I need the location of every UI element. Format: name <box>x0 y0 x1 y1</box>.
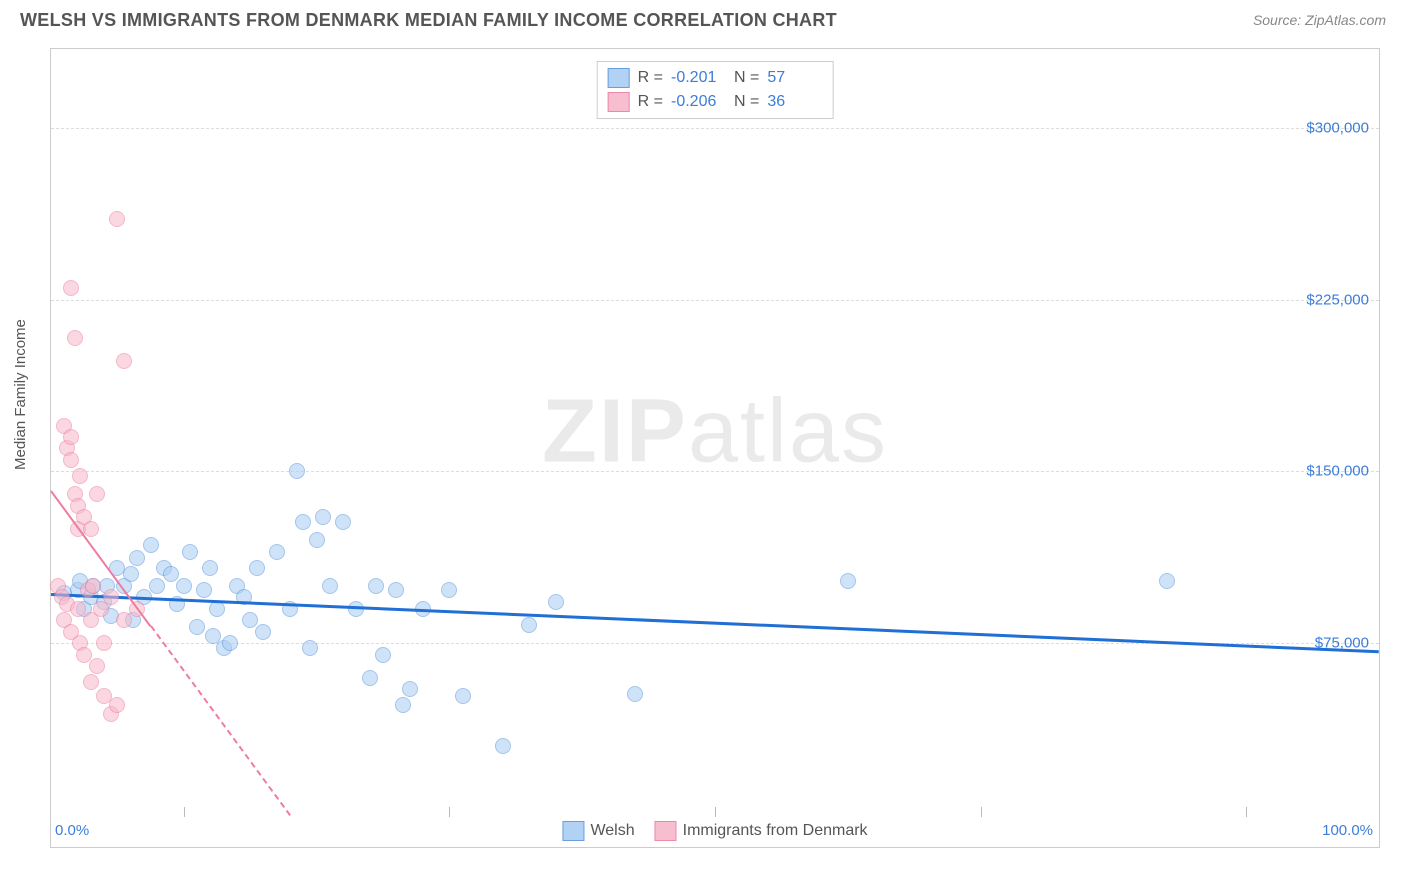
data-point <box>255 624 271 640</box>
data-point <box>302 640 318 656</box>
source-label: Source: <box>1253 12 1305 28</box>
series-legend: Welsh Immigrants from Denmark <box>562 821 867 841</box>
data-point <box>196 582 212 598</box>
gridline <box>51 471 1379 472</box>
gridline <box>51 300 1379 301</box>
y-tick-label: $225,000 <box>1306 291 1369 308</box>
data-point <box>548 594 564 610</box>
data-point <box>76 647 92 663</box>
data-point <box>269 544 285 560</box>
data-point <box>116 612 132 628</box>
data-point <box>295 514 311 530</box>
data-point <box>202 560 218 576</box>
data-point <box>402 681 418 697</box>
data-point <box>388 582 404 598</box>
data-point <box>189 619 205 635</box>
data-point <box>116 353 132 369</box>
x-tick <box>715 807 716 817</box>
data-point <box>495 738 511 754</box>
legend-n-label: N = <box>734 69 759 87</box>
legend-n-value: 36 <box>767 93 822 111</box>
y-tick-label: $300,000 <box>1306 119 1369 136</box>
data-point <box>176 578 192 594</box>
data-point <box>249 560 265 576</box>
source-attribution: Source: ZipAtlas.com <box>1253 12 1386 30</box>
data-point <box>85 578 101 594</box>
x-axis-min-label: 0.0% <box>55 822 89 839</box>
data-point <box>63 280 79 296</box>
data-point <box>109 211 125 227</box>
legend-n-label: N = <box>734 93 759 111</box>
legend-r-label: R = <box>638 69 663 87</box>
data-point <box>315 509 331 525</box>
legend-r-label: R = <box>638 93 663 111</box>
data-point <box>441 582 457 598</box>
legend-r-value: -0.206 <box>671 93 726 111</box>
chart-title: WELSH VS IMMIGRANTS FROM DENMARK MEDIAN … <box>20 10 837 31</box>
data-point <box>322 578 338 594</box>
data-point <box>368 578 384 594</box>
data-point <box>63 429 79 445</box>
data-point <box>83 674 99 690</box>
data-point <box>395 697 411 713</box>
data-point <box>89 486 105 502</box>
scatter-plot: $75,000$150,000$225,000$300,000 <box>51 49 1379 847</box>
legend-series-label: Immigrants from Denmark <box>683 822 868 840</box>
gridline <box>51 128 1379 129</box>
legend-series-label: Welsh <box>590 822 634 840</box>
data-point <box>123 566 139 582</box>
data-point <box>242 612 258 628</box>
data-point <box>109 697 125 713</box>
x-tick <box>981 807 982 817</box>
legend-swatch <box>608 92 630 112</box>
data-point <box>455 688 471 704</box>
data-point <box>362 670 378 686</box>
data-point <box>83 521 99 537</box>
data-point <box>70 601 86 617</box>
correlation-legend: R = -0.201 N = 57 R = -0.206 N = 36 <box>597 61 834 119</box>
data-point <box>149 578 165 594</box>
x-tick <box>1246 807 1247 817</box>
data-point <box>222 635 238 651</box>
y-tick-label: $150,000 <box>1306 463 1369 480</box>
data-point <box>182 544 198 560</box>
legend-series-item: Welsh <box>562 821 634 841</box>
x-tick <box>184 807 185 817</box>
data-point <box>89 658 105 674</box>
data-point <box>521 617 537 633</box>
data-point <box>840 573 856 589</box>
legend-correlation-row: R = -0.206 N = 36 <box>608 90 823 114</box>
legend-n-value: 57 <box>767 69 822 87</box>
data-point <box>627 686 643 702</box>
data-point <box>96 635 112 651</box>
data-point <box>309 532 325 548</box>
data-point <box>289 463 305 479</box>
x-tick <box>449 807 450 817</box>
data-point <box>375 647 391 663</box>
chart-plot-area: ZIPatlas $75,000$150,000$225,000$300,000… <box>50 48 1380 848</box>
legend-correlation-row: R = -0.201 N = 57 <box>608 66 823 90</box>
data-point <box>72 468 88 484</box>
source-value: ZipAtlas.com <box>1305 12 1386 28</box>
legend-r-value: -0.201 <box>671 69 726 87</box>
data-point <box>129 550 145 566</box>
legend-series-item: Immigrants from Denmark <box>655 821 868 841</box>
data-point <box>209 601 225 617</box>
data-point <box>143 537 159 553</box>
data-point <box>103 589 119 605</box>
x-axis-max-label: 100.0% <box>1322 822 1373 839</box>
data-point <box>1159 573 1175 589</box>
y-axis-label: Median Family Income <box>12 319 29 470</box>
data-point <box>163 566 179 582</box>
legend-swatch <box>608 68 630 88</box>
legend-swatch <box>562 821 584 841</box>
legend-swatch <box>655 821 677 841</box>
data-point <box>63 452 79 468</box>
data-point <box>67 330 83 346</box>
data-point <box>335 514 351 530</box>
